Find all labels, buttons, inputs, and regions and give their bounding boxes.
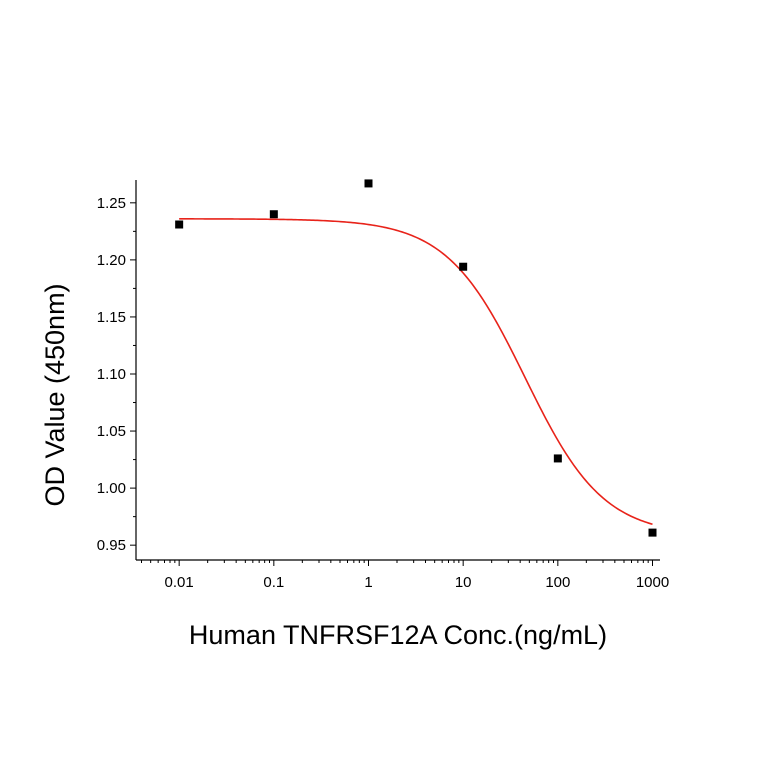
data-points bbox=[175, 179, 657, 537]
x-tick-label: 1000 bbox=[636, 574, 669, 591]
x-tick-label: 1 bbox=[364, 574, 372, 591]
data-point bbox=[648, 528, 657, 537]
y-axis-ticks: 0.95 1.00 1.05 1.10 1.15 1.20 1.25 bbox=[97, 195, 136, 554]
data-point bbox=[459, 262, 468, 271]
y-axis-title: OD Value (450nm) bbox=[40, 283, 70, 506]
fit-curve bbox=[179, 218, 653, 526]
x-tick-label: 10 bbox=[455, 574, 472, 591]
y-tick-label: 0.95 bbox=[97, 537, 126, 554]
y-tick-label: 1.25 bbox=[97, 195, 126, 212]
y-tick-label: 1.20 bbox=[97, 252, 126, 269]
data-point bbox=[175, 220, 184, 229]
x-tick-label: 0.01 bbox=[165, 574, 194, 591]
x-tick-label: 100 bbox=[545, 574, 570, 591]
x-axis-ticks: 0.01 0.1 1 10 100 1000 bbox=[140, 560, 669, 591]
y-tick-label: 1.05 bbox=[97, 423, 126, 440]
y-tick-label: 1.15 bbox=[97, 309, 126, 326]
y-tick-label: 1.10 bbox=[97, 366, 126, 383]
data-point bbox=[553, 454, 562, 463]
x-tick-label: 0.1 bbox=[263, 574, 284, 591]
data-point bbox=[269, 210, 278, 219]
x-axis-title: Human TNFRSF12A Conc.(ng/mL) bbox=[189, 620, 607, 650]
data-point bbox=[364, 179, 373, 188]
y-tick-label: 1.00 bbox=[97, 480, 126, 497]
